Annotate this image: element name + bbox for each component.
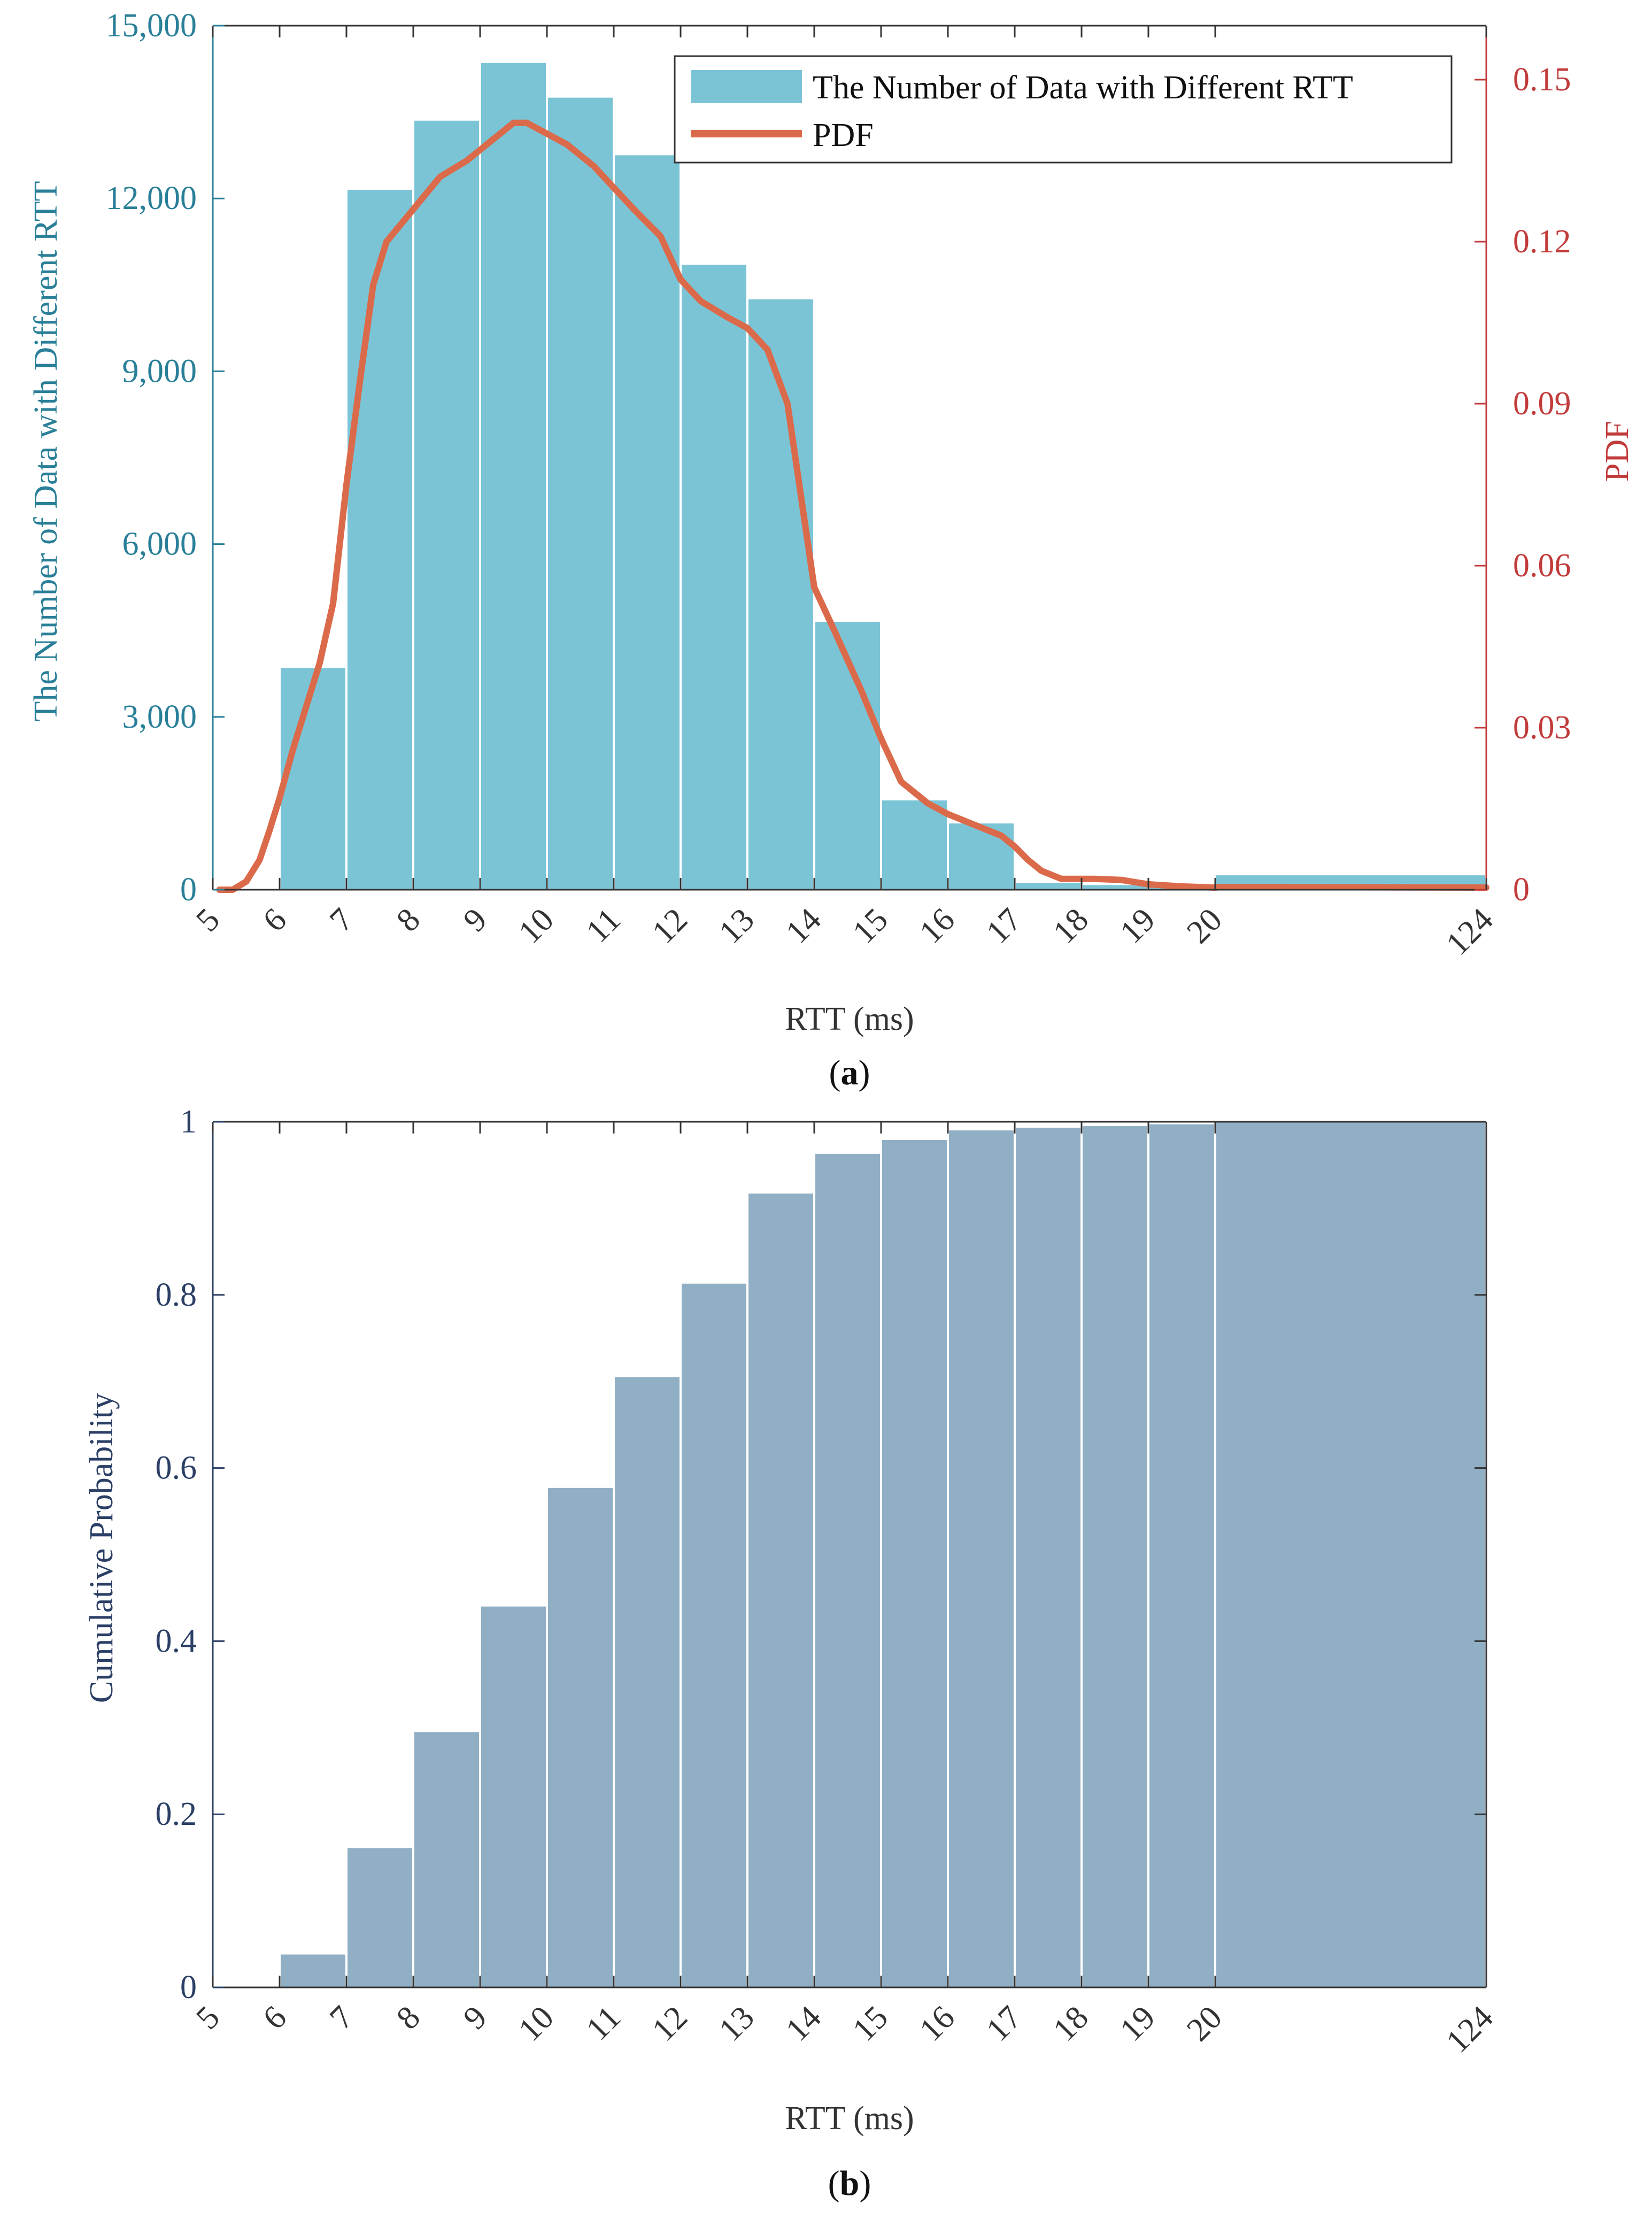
chart-a-xlabel: RTT (ms)	[785, 1001, 914, 1037]
bar-b-18-19	[1083, 1126, 1147, 1987]
bar-b-13-14	[748, 1193, 813, 1987]
bar-b-17-18	[1016, 1128, 1080, 1987]
y-tick-label: 0.6	[156, 1450, 197, 1486]
chart-b: 5 6 7 8 9 10 11 12 13 14 15 16 17 18 19 20 12400.20.40.6…	[83, 1104, 1500, 2203]
x-tick-label: 12	[645, 901, 694, 951]
y-tick-label: 12,000	[106, 180, 197, 217]
y-tick-label: 0.8	[156, 1277, 197, 1313]
bar-a-12-13	[682, 265, 746, 890]
x-tick-label: 19	[1113, 1999, 1162, 2048]
chart-b-bars	[281, 1122, 1485, 1987]
legend-label-bars: The Number of Data with Different RTT	[813, 70, 1353, 106]
y-tick-label: 3,000	[122, 699, 197, 735]
bar-b-15-16	[882, 1139, 947, 1987]
x-tick-label: 13	[712, 901, 761, 951]
y2-tick-label: 0.15	[1513, 61, 1571, 98]
bar-a-9-10	[481, 63, 546, 890]
chart-a: 5 6 7 8 9 10 11 12 13 14 15 16 17 18 19 20 12403,0006,00…	[28, 7, 1635, 1092]
x-tick-label: 9	[457, 901, 494, 939]
bar-a-7-8	[348, 190, 412, 890]
bar-a-11-12	[615, 155, 680, 890]
y-tick-label: 0	[180, 872, 197, 908]
x-tick-label: 15	[846, 1999, 895, 2048]
x-tick-label: 19	[1113, 901, 1162, 951]
bar-a-8-9	[414, 120, 479, 890]
legend-swatch-bars	[691, 70, 802, 103]
chart-a-bars	[281, 63, 1485, 890]
x-tick-label: 6	[256, 1999, 294, 2037]
bar-a-16-17	[949, 823, 1014, 890]
y-tick-label: 9,000	[122, 353, 197, 389]
x-tick-label: 124	[1439, 901, 1500, 962]
x-tick-label: 124	[1439, 1999, 1500, 2060]
y-tick-label: 1	[180, 1104, 197, 1140]
y2-tick-label: 0.09	[1513, 386, 1571, 422]
y-tick-label: 0.4	[156, 1623, 197, 1659]
x-tick-label: 16	[913, 901, 962, 951]
y-tick-label: 15,000	[106, 7, 197, 44]
bar-b-16-17	[949, 1130, 1014, 1987]
x-tick-label: 6	[256, 901, 294, 939]
y2-tick-label: 0	[1513, 872, 1530, 908]
y2-tick-label: 0.06	[1513, 548, 1571, 584]
bar-a-10-11	[548, 97, 613, 890]
legend-box	[674, 55, 1453, 164]
bar-b-6-7	[281, 1954, 345, 1987]
chart-a-y2label: PDF	[1599, 421, 1635, 482]
bar-b-20-124	[1216, 1122, 1485, 1987]
bar-b-12-13	[682, 1283, 746, 1987]
panel-label-b: (b)	[828, 2164, 871, 2203]
x-tick-label: 7	[323, 901, 360, 939]
x-tick-label: 20	[1180, 901, 1229, 951]
x-tick-label: 18	[1046, 901, 1095, 951]
chart-b-ylabel: Cumulative Probability	[83, 1393, 120, 1703]
bar-b-7-8	[348, 1848, 412, 1987]
x-tick-label: 17	[979, 1999, 1029, 2048]
bar-a-18-19	[1083, 885, 1147, 890]
y2-tick-label: 0.12	[1513, 223, 1571, 260]
y-tick-label: 0	[180, 1969, 197, 2006]
x-tick-label: 8	[390, 1999, 427, 2037]
x-tick-label: 17	[979, 901, 1029, 951]
x-tick-label: 11	[580, 901, 628, 950]
bar-b-14-15	[815, 1153, 880, 1987]
pdf-line	[216, 119, 1489, 893]
x-tick-label: 14	[779, 1999, 828, 2048]
x-tick-label: 13	[712, 1999, 761, 2048]
y-tick-label: 6,000	[122, 526, 197, 562]
x-tick-label: 10	[512, 1999, 561, 2048]
y2-tick-label: 0.03	[1513, 710, 1571, 746]
chart-a-ylabel: The Number of Data with Different RTT	[28, 181, 64, 722]
bar-a-6-7	[281, 668, 345, 890]
bar-a-17-18	[1016, 883, 1080, 890]
chart-a-pdf-series	[216, 119, 1489, 893]
x-tick-label: 7	[323, 1999, 360, 2037]
x-tick-label: 14	[779, 901, 828, 951]
x-tick-label: 20	[1180, 1999, 1229, 2048]
x-tick-label: 16	[913, 1999, 962, 2048]
bar-b-9-10	[481, 1606, 546, 1987]
bar-a-13-14	[748, 299, 813, 890]
bar-b-10-11	[548, 1487, 613, 1987]
chart-a-legend: The Number of Data with Different RTT PD…	[674, 55, 1453, 164]
panel-label-a: (a)	[829, 1053, 870, 1092]
bar-b-8-9	[414, 1732, 479, 1987]
x-tick-label: 18	[1046, 1999, 1095, 2048]
x-tick-label: 10	[512, 901, 561, 951]
bar-a-15-16	[882, 800, 947, 890]
y-tick-label: 0.2	[156, 1796, 197, 1832]
x-tick-label: 15	[846, 901, 895, 951]
x-tick-label: 8	[390, 901, 427, 939]
legend-label-pdf: PDF	[813, 117, 874, 153]
x-tick-label: 11	[580, 1999, 628, 2047]
x-tick-label: 9	[457, 1999, 494, 2037]
x-tick-label: 12	[645, 1999, 694, 2048]
chart-b-xlabel: RTT (ms)	[785, 2100, 914, 2137]
bar-b-19-20	[1149, 1124, 1214, 1987]
bar-b-11-12	[615, 1377, 680, 1987]
